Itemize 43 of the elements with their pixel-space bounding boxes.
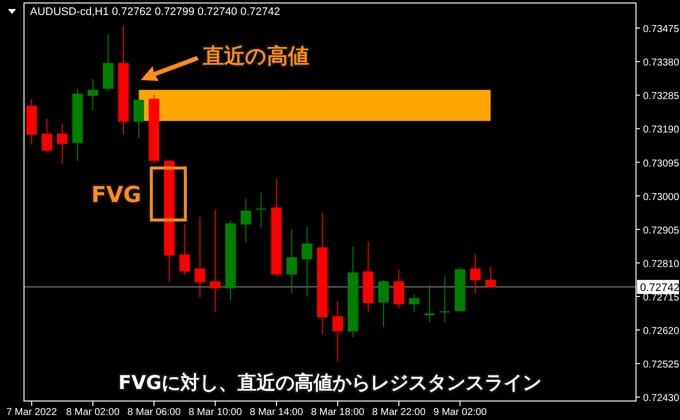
candlestick bbox=[470, 254, 481, 294]
x-tick-label: 8 Mar 22:00 bbox=[372, 407, 426, 418]
y-tick-label: 0.72715 bbox=[643, 292, 680, 304]
y-tick-label: 0.73380 bbox=[643, 58, 680, 69]
y-tick-label: 0.72430 bbox=[643, 393, 680, 404]
y-tick-label: 0.73095 bbox=[643, 158, 680, 170]
y-tick-label: 0.73285 bbox=[643, 91, 680, 102]
ref-line-label: 0.72742 bbox=[640, 282, 680, 294]
candlestick bbox=[133, 90, 144, 138]
x-tick-label: 9 Mar 02:00 bbox=[433, 407, 488, 418]
candlestick bbox=[56, 123, 68, 164]
candlestick bbox=[286, 228, 298, 294]
candlestick bbox=[42, 118, 52, 154]
candlestick bbox=[439, 276, 450, 323]
candlestick bbox=[256, 192, 266, 228]
candlestick bbox=[210, 209, 221, 313]
y-tick-label: 0.72905 bbox=[643, 225, 680, 236]
x-tick-label: 8 Mar 10:00 bbox=[188, 407, 242, 418]
candlestick bbox=[332, 300, 343, 362]
y-tick-label: 0.73000 bbox=[643, 192, 680, 203]
annotation: FVG bbox=[91, 183, 142, 208]
x-tick-label: 7 Mar 2022 bbox=[6, 407, 58, 418]
x-tick-label: 8 Mar 18:00 bbox=[310, 407, 365, 418]
y-tick-label: 0.72810 bbox=[643, 258, 680, 270]
candlestick bbox=[378, 280, 389, 328]
candlestick bbox=[485, 266, 496, 288]
x-tick-label: 8 Mar 06:00 bbox=[127, 407, 182, 418]
candlestick bbox=[194, 216, 206, 298]
candlestick bbox=[394, 268, 404, 309]
candlestick bbox=[240, 198, 252, 243]
candlestick bbox=[88, 78, 98, 112]
y-tick-label: 0.73475 bbox=[643, 24, 680, 36]
y-tick-label: 0.72620 bbox=[643, 326, 680, 338]
x-tick-label: 8 Mar 02:00 bbox=[66, 407, 120, 418]
y-tick-label: 0.73190 bbox=[643, 124, 680, 136]
candlestick bbox=[179, 224, 190, 276]
annotation: 直近の高値 bbox=[202, 44, 309, 68]
annotation: FVGに対し、直近の高値からレジスタンスライン bbox=[118, 372, 542, 394]
y-tick-label: 0.72525 bbox=[643, 360, 680, 371]
candlestick bbox=[408, 294, 420, 313]
chart-title: AUDUSD-cd,H1 0.72762 0.72799 0.72740 0.72742 bbox=[30, 6, 280, 18]
candlestick bbox=[302, 226, 312, 297]
x-tick-label: 8 Mar 14:00 bbox=[250, 407, 304, 418]
